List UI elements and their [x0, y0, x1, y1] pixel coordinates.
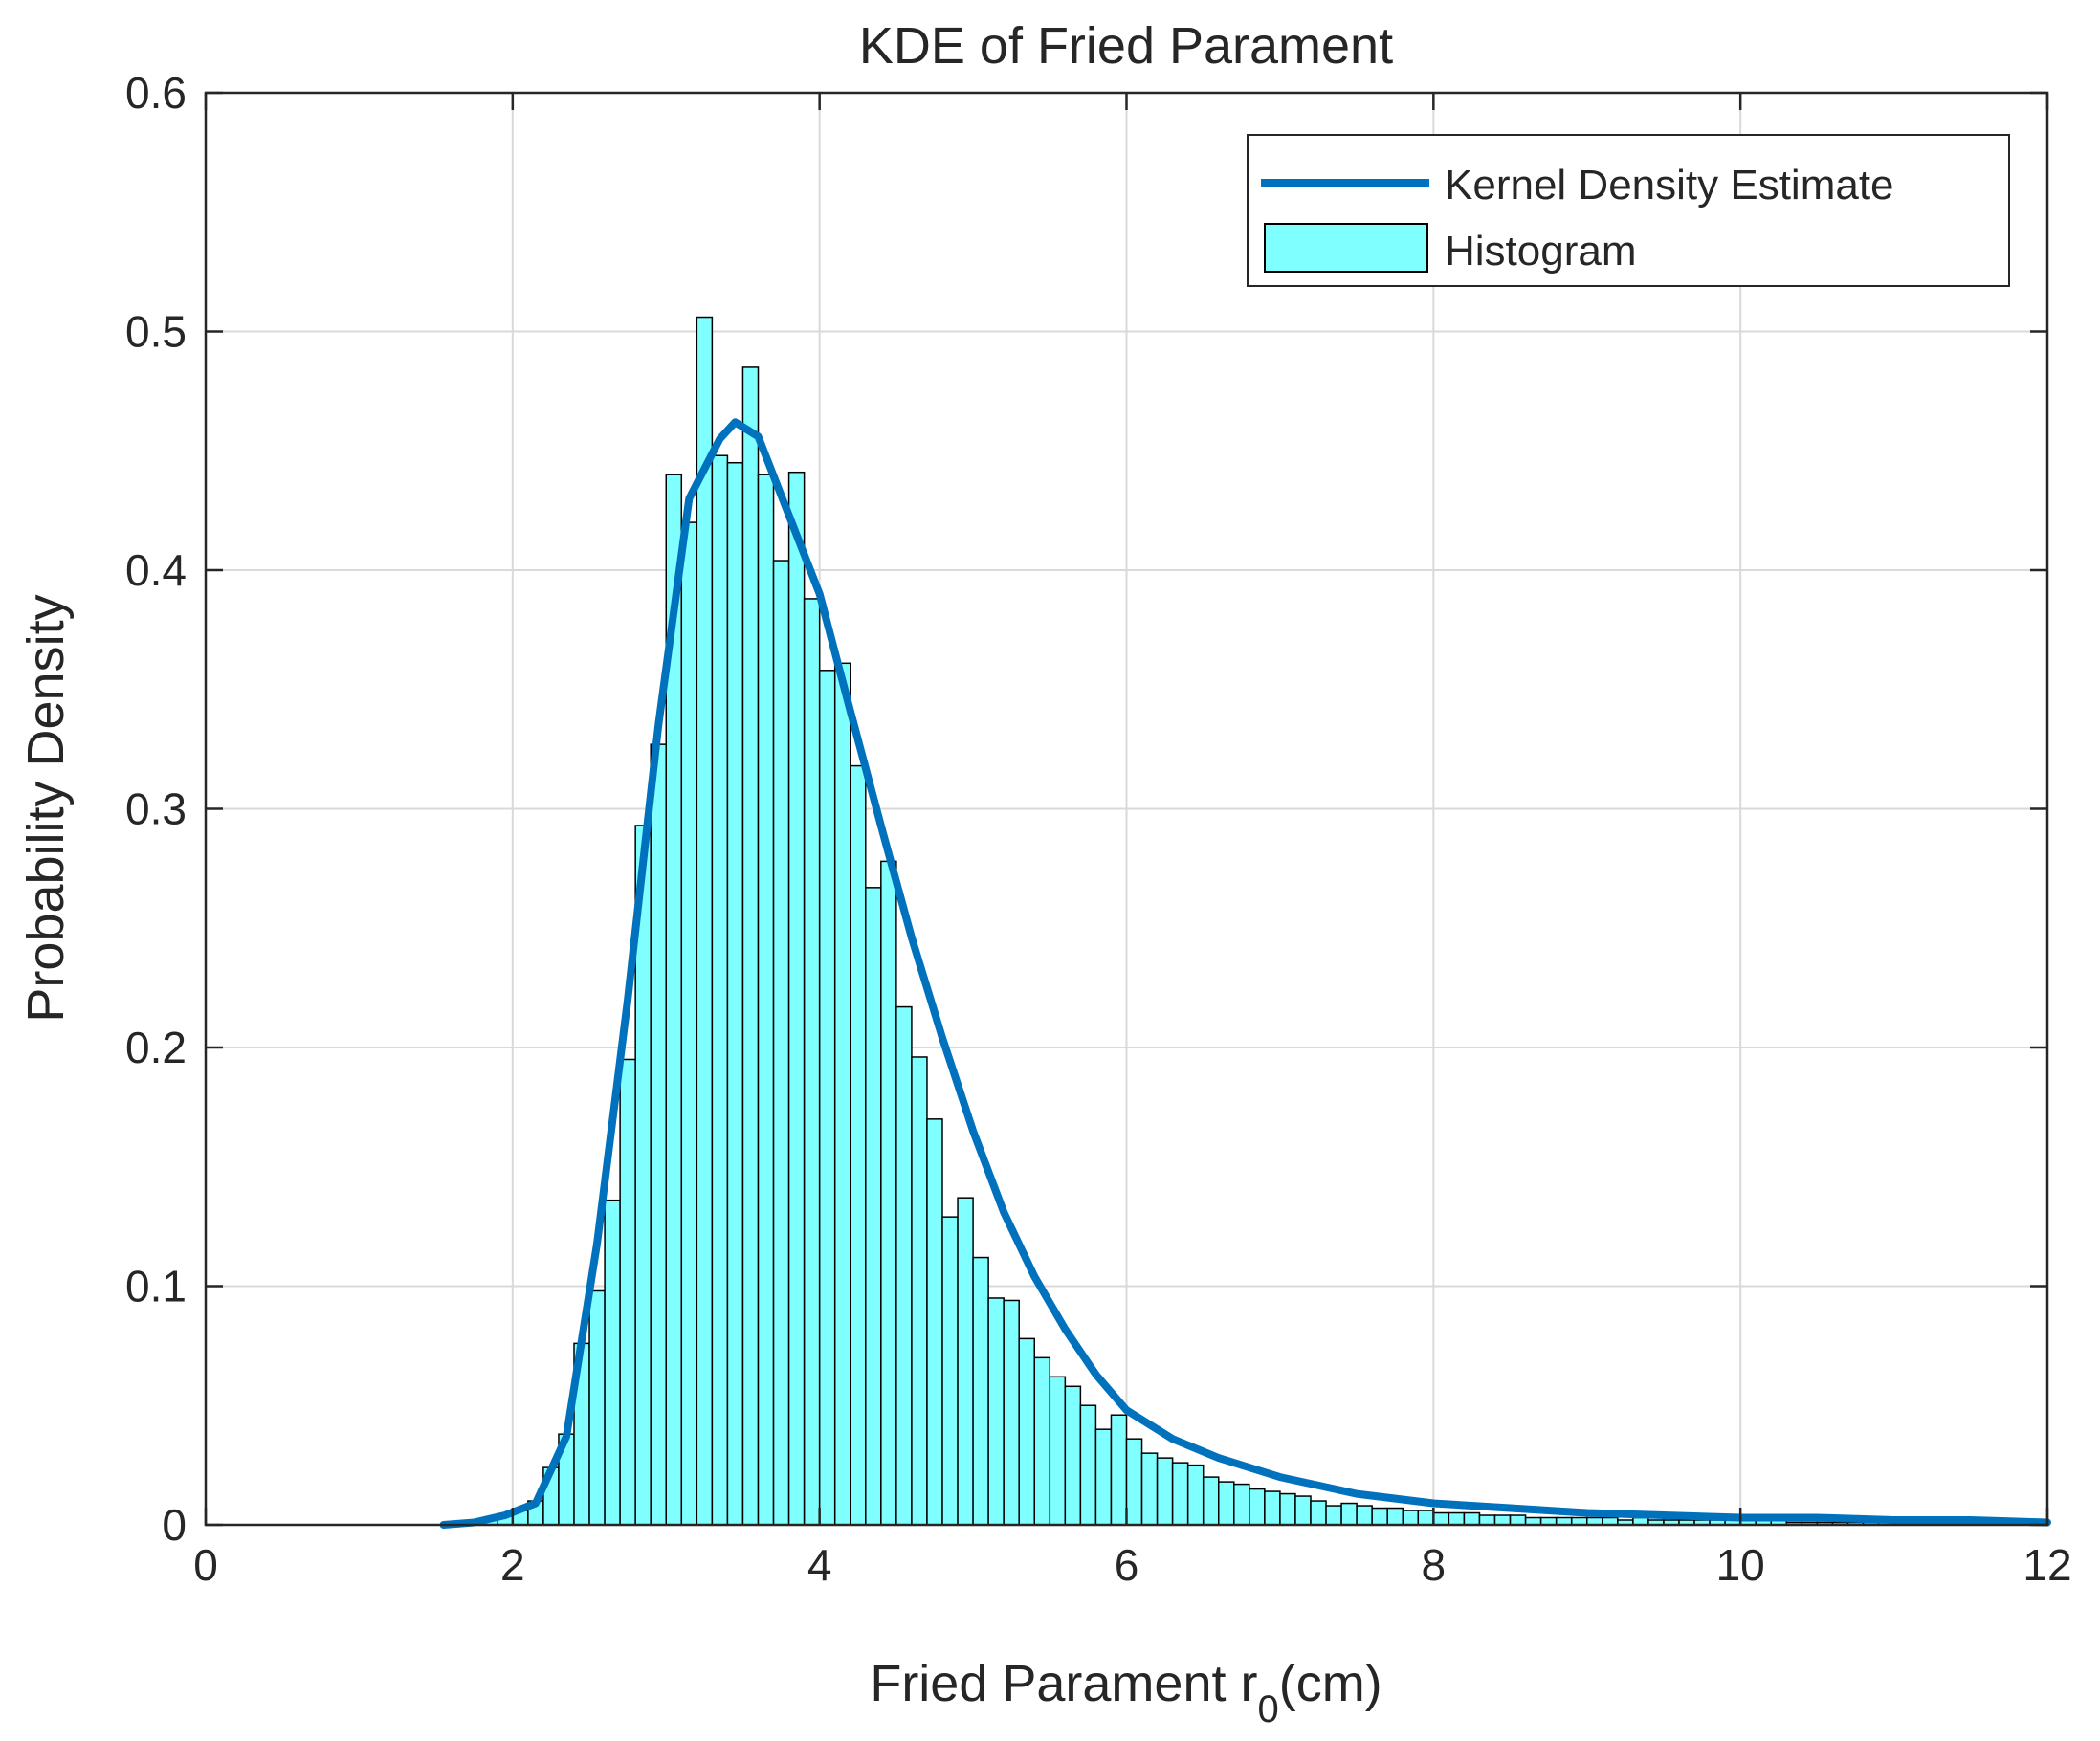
histogram-bar	[696, 316, 714, 1526]
histogram-bar	[1371, 1507, 1388, 1526]
histogram-bar	[604, 1199, 621, 1526]
grid	[206, 93, 2047, 1525]
histogram-bar	[1325, 1505, 1342, 1526]
tick-labels: 0 2 4 6 8 10 12 0 0.1 0.2 0.3 0.4 0.5 0.6	[125, 68, 2072, 1590]
histogram-bar	[1064, 1385, 1082, 1526]
legend: Kernel Density Estimate Histogram	[1247, 134, 2010, 287]
y-tick-label: 0	[162, 1500, 187, 1550]
y-tick-label: 0.3	[125, 784, 187, 834]
histogram-bar	[1493, 1514, 1512, 1526]
histogram-bar	[787, 471, 806, 1526]
chart-title: KDE of Fried Parament	[859, 17, 1393, 75]
x-tick-label: 10	[1716, 1540, 1765, 1590]
histogram-bar	[757, 474, 775, 1526]
y-tick-label: 0.4	[125, 545, 187, 595]
y-axis-title: Probability Density	[17, 594, 75, 1022]
y-tick-label: 0.5	[125, 307, 187, 357]
histogram-bar	[680, 521, 698, 1526]
histogram-bar	[1402, 1510, 1420, 1526]
histogram-bar	[972, 1256, 989, 1526]
histogram-bar	[1186, 1464, 1205, 1526]
histogram-bar	[1310, 1500, 1327, 1526]
histogram-bar	[1218, 1481, 1235, 1526]
histogram-bar	[1432, 1511, 1450, 1526]
histogram-bars	[481, 316, 2048, 1526]
histogram-bar	[711, 454, 729, 1526]
histogram-bar	[1125, 1438, 1143, 1526]
histogram-bar	[1340, 1502, 1358, 1526]
x-axis-title: Fried Parament r0(cm)	[870, 1655, 1382, 1730]
histogram-bar	[1463, 1511, 1481, 1526]
histogram-bar	[741, 366, 760, 1526]
histogram-bar	[1386, 1507, 1404, 1526]
histogram-bar	[895, 1005, 913, 1526]
histogram-bar	[1110, 1414, 1128, 1526]
histogram-bar	[957, 1197, 974, 1526]
x-tick-label: 6	[1115, 1540, 1139, 1590]
histogram-bar	[1448, 1511, 1466, 1526]
histogram-bar	[911, 1056, 928, 1526]
axis-ticks	[204, 91, 2049, 1527]
histogram-bar	[1356, 1505, 1373, 1526]
histogram-bar	[1094, 1428, 1113, 1526]
kde-line	[439, 418, 2051, 1529]
histogram-bar	[850, 764, 867, 1526]
y-tick-label: 0.6	[125, 68, 187, 118]
legend-histogram-swatch	[1264, 223, 1428, 273]
x-tick-label: 0	[193, 1540, 218, 1590]
histogram-bar	[926, 1118, 943, 1526]
x-tick-label: 8	[1422, 1540, 1447, 1590]
histogram-bar	[1509, 1514, 1527, 1526]
histogram-bar	[941, 1216, 959, 1526]
histogram-bar	[1049, 1376, 1067, 1526]
histogram-bar	[1478, 1514, 1496, 1526]
histogram-bar	[803, 598, 821, 1526]
histogram-bar	[880, 860, 897, 1526]
histogram-bar	[1156, 1457, 1174, 1526]
legend-histogram-label: Histogram	[1445, 228, 1637, 275]
histogram-bar	[818, 670, 836, 1526]
histogram-bar	[987, 1297, 1005, 1526]
x-tick-label: 4	[807, 1540, 832, 1590]
histogram-bar	[1018, 1337, 1036, 1526]
histogram-bar	[1294, 1495, 1312, 1526]
histogram-bar	[772, 560, 790, 1526]
histogram-bar	[833, 662, 851, 1526]
y-tick-label: 0.1	[125, 1262, 187, 1311]
x-axis-title-subscript: 0	[1257, 1688, 1278, 1730]
histogram-bar	[588, 1289, 606, 1526]
x-axis-title-main: Fried Parament r	[870, 1655, 1257, 1712]
histogram-bar	[865, 887, 882, 1526]
x-tick-label: 2	[500, 1540, 525, 1590]
histogram-bar	[726, 461, 744, 1526]
histogram-bar	[1079, 1404, 1097, 1526]
legend-kde-label: Kernel Density Estimate	[1445, 162, 1894, 209]
x-axis-title-unit: (cm)	[1279, 1655, 1382, 1712]
histogram-bar	[1033, 1356, 1051, 1526]
histogram-bar	[1233, 1483, 1250, 1526]
histogram-bar	[619, 1058, 636, 1526]
histogram-bar	[650, 743, 667, 1526]
histogram-bar	[1140, 1452, 1159, 1526]
histogram-bar	[1279, 1492, 1296, 1526]
histogram-bar	[1202, 1476, 1220, 1526]
histogram-bar	[1003, 1299, 1020, 1526]
histogram-bar	[1171, 1462, 1189, 1526]
histogram-bar	[1249, 1488, 1266, 1526]
x-tick-label: 12	[2023, 1540, 2071, 1590]
y-tick-label: 0.2	[125, 1023, 187, 1072]
histogram-bar	[1264, 1490, 1281, 1526]
histogram-bar	[1417, 1510, 1435, 1526]
